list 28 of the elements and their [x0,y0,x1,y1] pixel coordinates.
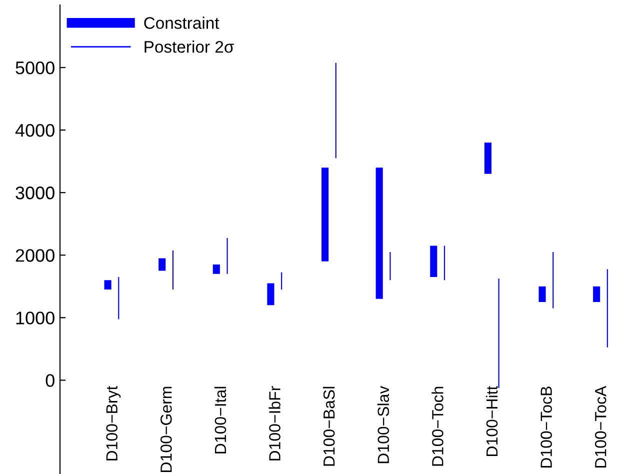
x-tick-label: D100−TocA [594,386,606,468]
y-tick-label: 5000 [16,61,54,74]
x-tick-label: D100−Hitt [486,386,498,456]
bar [158,258,166,271]
bar [267,283,274,306]
legend-label: Posterior 2σ [144,40,234,53]
y-tick-label: 4000 [15,124,54,137]
x-tick-label: D100−Germ [160,386,172,472]
x-tick-label: D100−Toch [432,386,444,466]
x-tick-label: D100−Bryt [106,386,121,460]
y-tick-label: 3000 [16,186,54,200]
y-tick-label: 2000 [16,249,54,262]
bar [430,246,438,278]
x-tick-label: D100−Slav [377,386,390,464]
x-tick-label: D100−BaSl [323,386,335,466]
y-tick-label: 0 [46,374,54,387]
x-tick-label: D100−IbFr [268,386,280,460]
x-tick-label: D100−TocB [540,386,552,468]
bar [538,286,546,302]
bar [376,168,383,299]
bar [212,264,220,274]
y-tick-label: 1000 [16,312,54,324]
x-tick-label: D100−Ital [214,386,226,454]
legend-label: Constraint [144,16,220,29]
bar [593,286,600,302]
bar [104,280,112,290]
bar [321,168,329,262]
bar [484,142,492,174]
